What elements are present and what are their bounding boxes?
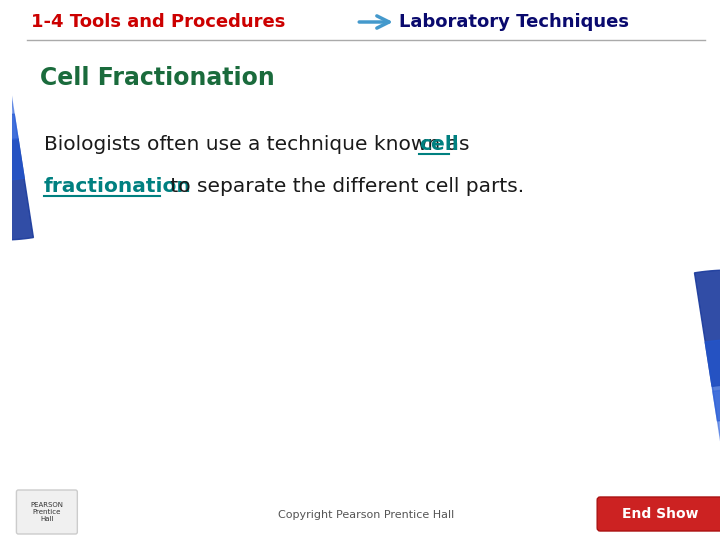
- Text: cell: cell: [419, 136, 459, 154]
- Polygon shape: [705, 340, 720, 540]
- Text: End Show: End Show: [622, 507, 698, 521]
- Text: Copyright Pearson Prentice Hall: Copyright Pearson Prentice Hall: [278, 510, 454, 520]
- Text: PEARSON
Prentice
Hall: PEARSON Prentice Hall: [30, 502, 63, 522]
- Polygon shape: [0, 0, 33, 240]
- FancyBboxPatch shape: [17, 490, 77, 534]
- Text: fractionation: fractionation: [44, 178, 192, 197]
- FancyBboxPatch shape: [597, 497, 720, 531]
- Text: Biologists often use a technique known as: Biologists often use a technique known a…: [44, 136, 476, 154]
- Polygon shape: [0, 0, 18, 140]
- Polygon shape: [0, 0, 24, 180]
- Text: to separate the different cell parts.: to separate the different cell parts.: [164, 178, 524, 197]
- Polygon shape: [695, 270, 720, 540]
- Text: Slide
20 of 31: Slide 20 of 31: [624, 458, 675, 486]
- Text: Laboratory Techniques: Laboratory Techniques: [399, 13, 629, 31]
- Text: 1-4 Tools and Procedures: 1-4 Tools and Procedures: [31, 13, 285, 31]
- Text: Cell Fractionation: Cell Fractionation: [40, 66, 275, 90]
- Polygon shape: [713, 390, 720, 540]
